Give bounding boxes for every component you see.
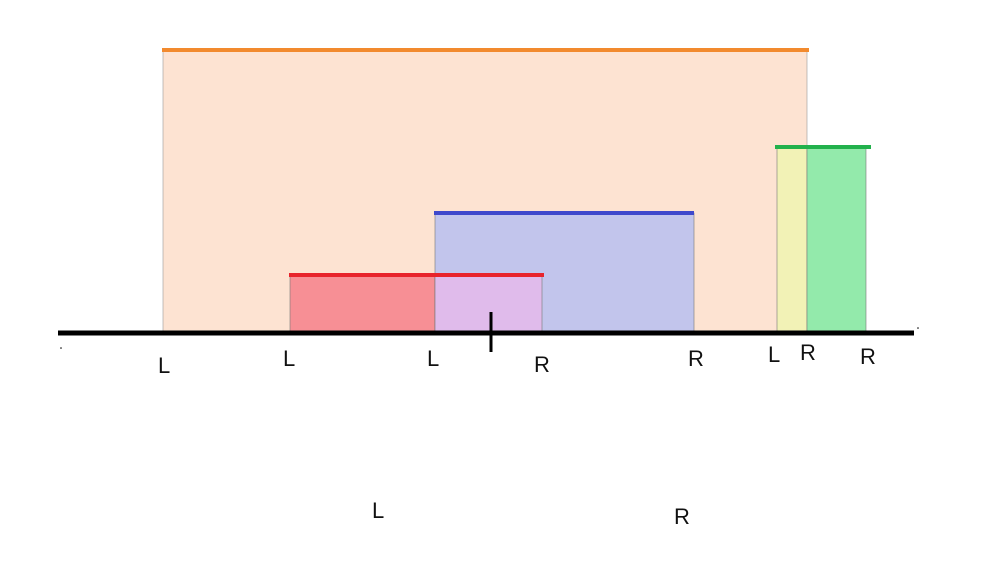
axis-left-dot bbox=[60, 347, 62, 349]
label-r3: R bbox=[800, 340, 816, 365]
label-l4: L bbox=[768, 342, 780, 367]
label-r2: R bbox=[688, 346, 704, 371]
green-interval-rect bbox=[806, 146, 867, 334]
red-interval-rect bbox=[289, 274, 436, 334]
overlap-region-rect bbox=[434, 274, 543, 334]
label-l3: L bbox=[427, 346, 439, 371]
bottom-label-left: L bbox=[372, 498, 384, 523]
label-r4: R bbox=[860, 344, 876, 369]
label-l1: L bbox=[158, 353, 170, 378]
label-r1: R bbox=[534, 352, 550, 377]
bottom-label-right: R bbox=[674, 504, 690, 529]
axis-right-dot bbox=[917, 327, 919, 329]
yellow-interval-rect bbox=[776, 146, 808, 334]
label-l2: L bbox=[283, 346, 295, 371]
